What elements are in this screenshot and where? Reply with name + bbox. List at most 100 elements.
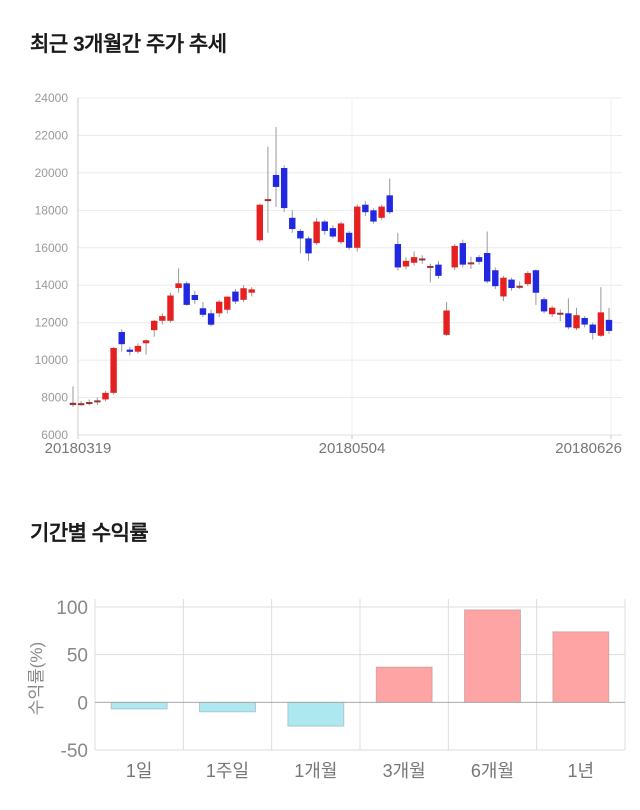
candle-body <box>272 174 280 187</box>
candlestick <box>370 208 377 224</box>
candle-body <box>597 312 605 336</box>
candle-body <box>581 317 588 325</box>
candlestick <box>321 219 328 235</box>
candle-body <box>459 243 467 265</box>
candle-body <box>159 316 166 321</box>
candlestick <box>589 322 596 340</box>
candlestick <box>305 236 312 261</box>
candle-body <box>191 294 199 301</box>
price-ytick-label: 16000 <box>35 241 69 255</box>
candlestick <box>581 316 588 328</box>
price-grid <box>78 97 622 436</box>
candlestick <box>134 343 142 354</box>
candle-body <box>224 296 231 310</box>
return-grid <box>94 599 626 751</box>
candlestick <box>573 307 580 331</box>
candlestick <box>605 307 613 334</box>
candle-body <box>280 168 288 209</box>
candlestick <box>402 257 410 270</box>
candle-body <box>557 312 564 315</box>
candlestick <box>386 178 393 215</box>
candle-body <box>483 253 491 282</box>
candlestick <box>565 298 572 330</box>
candle-body <box>354 206 361 248</box>
candlestick <box>175 268 182 293</box>
candlestick <box>69 386 77 407</box>
candlestick <box>492 267 499 289</box>
candle-body <box>183 283 190 305</box>
candle-body <box>540 299 548 312</box>
candlestick <box>224 296 231 314</box>
candlestick <box>142 339 150 355</box>
candle-body <box>134 345 142 352</box>
candle-body <box>215 301 223 314</box>
candlestick <box>410 251 418 266</box>
price-ytick-label: 20000 <box>35 166 69 180</box>
candle-body <box>467 262 475 265</box>
candlestick <box>232 288 239 304</box>
price-ytick-label: 12000 <box>35 316 69 330</box>
candlestick <box>378 204 385 220</box>
candlestick <box>394 232 402 271</box>
candlestick <box>508 277 515 291</box>
return-ytick-label: 0 <box>77 693 88 714</box>
candle-body <box>532 270 540 293</box>
candlestick <box>126 347 134 356</box>
candlestick <box>207 309 215 327</box>
candle-body <box>516 285 523 288</box>
candle-body <box>475 257 483 262</box>
candlestick <box>151 319 158 337</box>
candlestick <box>557 309 564 322</box>
candlestick <box>215 300 223 318</box>
candle-body <box>207 313 215 325</box>
candle-body <box>313 221 320 244</box>
price-xtick-label: 20180504 <box>319 440 386 457</box>
price-ytick-label: 6000 <box>41 428 68 442</box>
candle-body <box>345 232 353 248</box>
candle-body <box>142 340 150 344</box>
candlestick <box>532 269 540 305</box>
candle-body <box>126 349 134 352</box>
candle-body <box>305 238 312 254</box>
return-category-label: 1주일 <box>206 761 249 781</box>
price-xtick-label: 20180319 <box>45 440 112 457</box>
price-chart-title: 최근 3개월간 주가 추세 <box>30 33 227 56</box>
return-bar <box>552 631 610 703</box>
candlestick <box>459 239 467 268</box>
return-bar <box>199 701 256 713</box>
candle-body <box>94 400 101 403</box>
candlestick <box>191 290 199 304</box>
candlestick <box>248 287 255 297</box>
candlestick <box>183 281 190 306</box>
candlestick <box>280 165 288 213</box>
return-chart-title: 기간별 수익률 <box>30 522 149 545</box>
candle-body <box>410 257 418 263</box>
return-ytick-label: 50 <box>67 646 88 667</box>
candle-body <box>573 315 580 329</box>
candlestick <box>256 203 263 243</box>
candlestick <box>419 255 426 264</box>
candlestick <box>199 302 207 318</box>
candle-body <box>419 258 426 261</box>
candlestick <box>548 305 556 318</box>
candle-body <box>524 273 531 285</box>
candle-body <box>386 195 393 213</box>
candle-body <box>589 324 596 333</box>
price-ytick-label: 22000 <box>35 128 69 142</box>
candle-body <box>329 228 337 237</box>
candle-body <box>402 260 410 267</box>
candle-body <box>175 283 182 289</box>
return-ytick-label: -50 <box>61 741 88 762</box>
candle-body <box>248 289 255 293</box>
candlestick <box>110 347 117 395</box>
return-bar <box>464 609 521 703</box>
candlestick <box>345 230 353 250</box>
candle-body <box>451 245 458 268</box>
candlestick <box>483 231 491 284</box>
candle-body <box>151 320 158 331</box>
candlestick <box>467 256 475 269</box>
return-bar-chart: 100 50 0 -50 1일 1주일 1개월 3개월 6개월 1년 수익률(%) <box>27 598 626 781</box>
return-category-label: 3개월 <box>383 761 426 781</box>
candle-body <box>337 223 345 243</box>
candlestick <box>427 263 434 283</box>
